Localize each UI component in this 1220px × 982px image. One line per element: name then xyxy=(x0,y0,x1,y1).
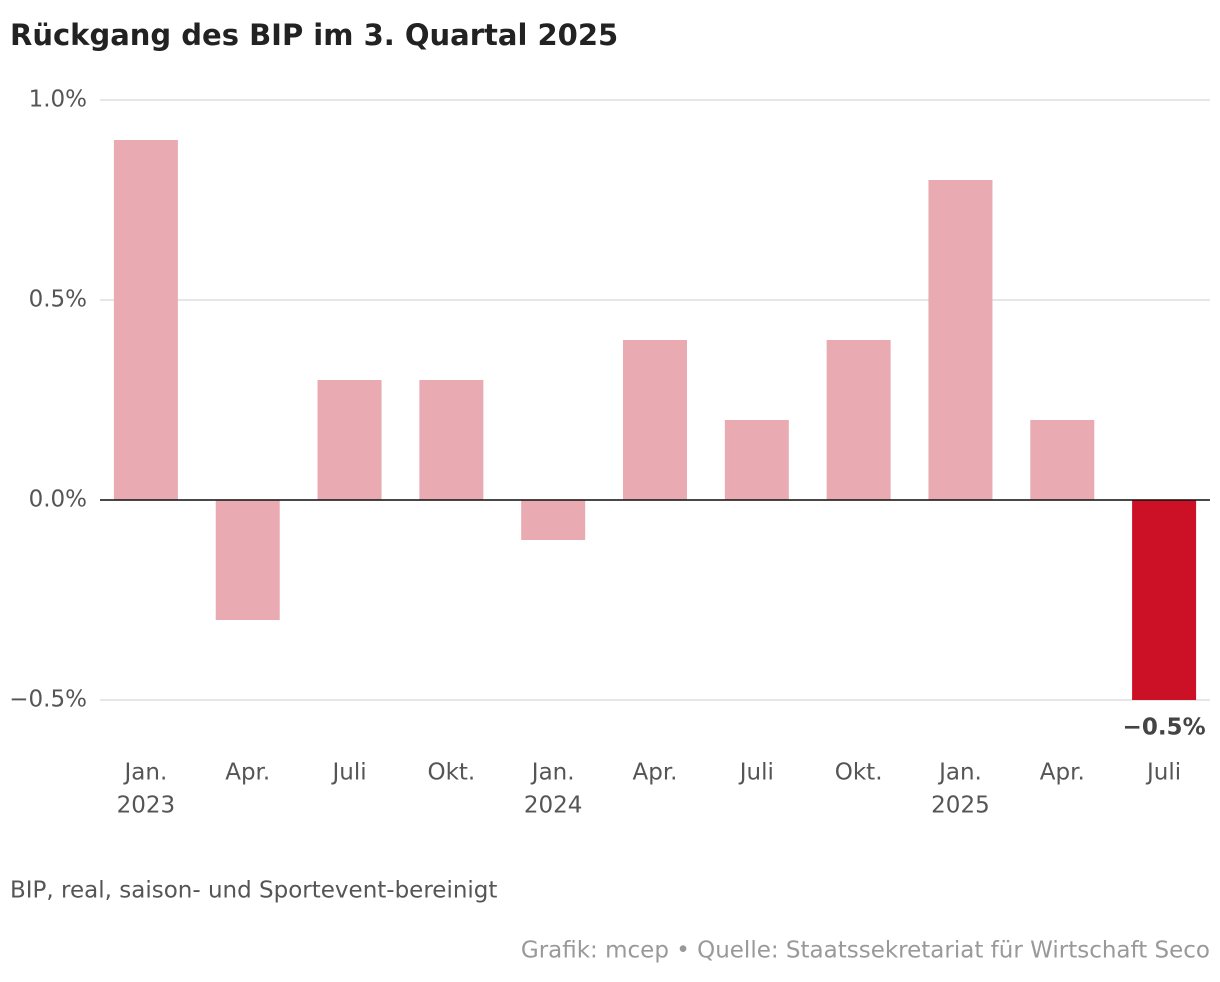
bar xyxy=(1132,500,1197,700)
bar xyxy=(826,340,891,500)
x-tick-label: Apr. xyxy=(633,760,678,786)
x-tick-year: 2024 xyxy=(524,793,583,819)
x-tick-label: Juli xyxy=(330,760,366,786)
chart-title: Rückgang des BIP im 3. Quartal 2025 xyxy=(10,18,618,52)
x-tick-year: 2025 xyxy=(931,793,990,819)
chart-source: Grafik: mcep • Quelle: Staatssekretariat… xyxy=(521,938,1210,964)
x-tick-label: Okt. xyxy=(835,760,883,786)
bar xyxy=(623,340,687,500)
y-tick-label: 1.0% xyxy=(29,87,87,113)
x-tick-label: Okt. xyxy=(427,760,475,786)
x-tick-label: Juli xyxy=(1145,760,1181,786)
value-label: −0.5% xyxy=(1123,715,1206,741)
y-tick-label: 0.5% xyxy=(29,287,87,313)
x-tick-label: Apr. xyxy=(1040,760,1085,786)
x-tick-label: Jan. xyxy=(937,760,982,786)
x-tick-label: Jan. xyxy=(123,760,168,786)
bar xyxy=(928,180,993,500)
bar xyxy=(113,140,178,500)
x-tick-label: Juli xyxy=(738,760,774,786)
bar xyxy=(419,380,484,500)
x-tick-label: Jan. xyxy=(530,760,575,786)
bar xyxy=(1030,420,1095,500)
bar xyxy=(317,380,382,500)
y-tick-label: 0.0% xyxy=(29,487,87,513)
bar xyxy=(521,500,586,540)
y-tick-label: −0.5% xyxy=(9,687,87,713)
bar xyxy=(215,500,280,620)
bar xyxy=(724,420,789,500)
x-tick-year: 2023 xyxy=(117,793,176,819)
chart-note: BIP, real, saison- und Sportevent-berein… xyxy=(10,878,497,904)
x-tick-label: Apr. xyxy=(225,760,270,786)
